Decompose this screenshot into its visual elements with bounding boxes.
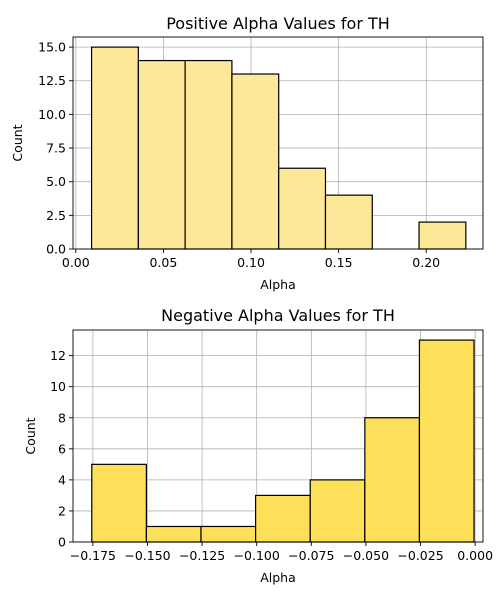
x-axis-label: Alpha (260, 570, 296, 585)
histogram-bar (364, 417, 421, 543)
x-tick-label: 0.15 (325, 255, 353, 270)
histogram-bar (184, 59, 233, 250)
y-axis-label: Count (23, 417, 38, 454)
histogram-bar (90, 46, 139, 250)
y-tick-label: 2 (58, 503, 66, 518)
y-tick-label: 15.0 (38, 40, 66, 55)
y-tick-label: 0.0 (46, 242, 66, 257)
y-tick-label: 12.5 (38, 73, 66, 88)
y-tick-label: 10.0 (38, 107, 66, 122)
histogram-bar (309, 479, 366, 543)
histogram-bar (145, 525, 202, 543)
y-tick-label: 10 (50, 379, 66, 394)
y-tick-label: 0 (58, 535, 66, 550)
y-tick-label: 2.5 (46, 208, 66, 223)
y-axis-label: Count (10, 124, 25, 161)
histogram-bar (278, 167, 327, 250)
histogram-bar (91, 463, 147, 543)
x-tick-label: 0.000 (457, 548, 493, 563)
x-tick-label: 0.10 (237, 255, 265, 270)
x-tick-label: 0.20 (412, 255, 440, 270)
x-tick-label: −0.025 (397, 548, 443, 563)
x-tick-label: −0.150 (124, 548, 170, 563)
histogram-bar (200, 525, 257, 543)
x-tick-label: 0.00 (62, 255, 90, 270)
plot-frame (72, 36, 484, 250)
x-tick-label: −0.075 (288, 548, 334, 563)
y-tick-label: 4 (58, 472, 66, 487)
chart-title: Positive Alpha Values for TH (166, 14, 390, 33)
x-tick-label: 0.05 (149, 255, 177, 270)
histogram-bar (255, 494, 311, 543)
histogram-bar (231, 73, 280, 250)
plot-frame (72, 329, 484, 543)
x-tick-label: −0.125 (179, 548, 225, 563)
y-tick-label: 8 (58, 410, 66, 425)
y-tick-label: 6 (58, 441, 66, 456)
y-tick-label: 12 (50, 348, 66, 363)
chart-title: Negative Alpha Values for TH (161, 306, 395, 325)
x-axis-label: Alpha (260, 277, 296, 292)
x-tick-label: −0.175 (70, 548, 116, 563)
histogram-bar (418, 339, 475, 543)
y-tick-label: 5.0 (46, 174, 66, 189)
x-tick-label: −0.050 (343, 548, 389, 563)
histogram-bar (137, 59, 186, 250)
histogram-bar (324, 194, 373, 250)
histogram-bar (418, 221, 467, 250)
y-tick-label: 7.5 (46, 141, 66, 156)
x-tick-label: −0.100 (234, 548, 280, 563)
